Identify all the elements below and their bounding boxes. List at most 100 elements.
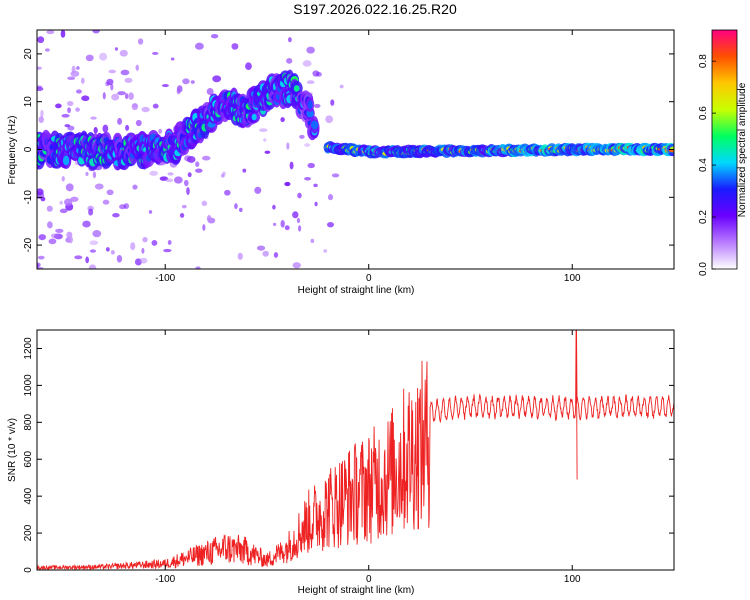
spectrogram-noise-cell [187, 156, 196, 163]
spectrogram-noise-cell [254, 186, 262, 194]
spectrogram-noise-cell [80, 77, 85, 84]
colorbar-tick-label: 0.6 [698, 106, 709, 120]
spectrogram-noise-cell [165, 178, 174, 183]
spectrogram-noise-cell [64, 124, 71, 128]
figure-title: S197.2026.022.16.25.R20 [293, 1, 457, 17]
spectrogram-noise-cell [38, 234, 46, 241]
spectrogram-noise-cell [292, 262, 301, 269]
spectrogram-noise-cell [93, 126, 98, 134]
spectrogram-noise-cell [167, 172, 174, 176]
spectrogram-noise-cell [37, 266, 44, 269]
spectrogram-noise-cell [76, 66, 80, 70]
spectrogram-noise-cell [212, 75, 222, 83]
spectrogram-noise-cell [314, 201, 318, 207]
snr-y-tick-label: 800 [23, 414, 34, 431]
spectrogram-noise-cell [70, 196, 79, 202]
spectrogram-noise-cell [149, 170, 159, 176]
spectrogram-noise-cell [234, 203, 238, 210]
spectrogram-noise-cell [37, 262, 41, 268]
spectrogram-noise-cell [114, 47, 119, 51]
spectrogram-noise-cell [68, 236, 73, 244]
snr-y-tick-label: 400 [23, 487, 34, 504]
spectrogram-noise-cell [256, 245, 266, 251]
spectrogram-cell [307, 100, 313, 109]
spectrogram-y-tick-label: 10 [23, 96, 34, 108]
spectrogram-noise-cell [116, 254, 123, 263]
spectrogram-noise-cell [284, 225, 290, 231]
spectrogram-noise-cell [106, 189, 114, 196]
spectrogram-noise-cell [89, 249, 97, 253]
snr-y-tick-label: 600 [23, 450, 34, 467]
spectrogram-noise-cell [289, 161, 294, 170]
spectrogram-noise-cell [152, 103, 159, 109]
spectrogram-cell [310, 120, 319, 130]
spectrogram-noise-cell [64, 198, 73, 206]
spectrogram-noise-cell [306, 46, 315, 54]
spectrogram-noise-cell [110, 83, 114, 91]
spectrogram-noise-cell [124, 77, 133, 83]
spectrogram-noise-cell [37, 66, 42, 70]
spectrogram-noise-cell [210, 33, 219, 39]
spectrogram-noise-cell [66, 101, 74, 107]
spectrogram-noise-cell [151, 239, 158, 246]
spectrogram-noise-cell [264, 150, 271, 154]
spectrogram-noise-cell [119, 204, 127, 210]
spectrogram-noise-cell [67, 107, 71, 114]
spectrogram-noise-cell [105, 247, 110, 252]
spectrogram-noise-cell [124, 93, 129, 100]
colorbar-gradient [711, 29, 738, 270]
spectrogram-noise-cell [142, 236, 148, 243]
spectrogram-noise-cell [67, 76, 76, 81]
spectrogram-y-tick-label: -20 [23, 237, 34, 252]
spectrogram-noise-cell [128, 92, 134, 100]
spectrogram-noise-cell [245, 62, 252, 71]
spectrogram-noise-cell [159, 162, 166, 166]
spectrogram-noise-cell [222, 171, 226, 176]
spectrogram-noise-cell [272, 222, 277, 226]
spectrogram-noise-cell [288, 37, 292, 43]
spectrogram-noise-cell [284, 181, 291, 187]
spectrogram-noise-cell [280, 220, 285, 228]
spectrogram-noise-cell [206, 215, 212, 223]
spectrogram-noise-cell [40, 196, 46, 202]
spectrogram-y-tick-label: 0 [23, 146, 34, 152]
spectrogram-noise-cell [120, 69, 130, 76]
spectrogram-noise-cell [173, 176, 183, 184]
spectrogram-noise-cell [37, 255, 45, 260]
spectrogram-noise-cell [65, 183, 74, 192]
spectrogram-x-tick-label: -100 [155, 273, 175, 284]
spectrogram-noise-cell [195, 161, 200, 168]
spectrogram-noise-cell [201, 155, 211, 161]
spectrogram-noise-cell [323, 249, 328, 253]
spectrogram-noise-cell [37, 36, 45, 44]
spectrogram-noise-cell [46, 30, 55, 35]
spectrogram-noise-cell [176, 88, 181, 95]
spectrogram-noise-cell [111, 93, 120, 101]
spectrogram-noise-cell [131, 103, 139, 111]
spectrogram-x-tick-label: 0 [366, 273, 372, 284]
spectrogram-noise-cell [158, 128, 162, 134]
spectrogram-noise-cell [299, 134, 305, 139]
spectrogram-noise-cell [141, 106, 150, 113]
spectrogram-noise-cell [37, 85, 43, 89]
spectrogram-noise-cell [181, 204, 187, 209]
spectrogram-noise-cell [89, 240, 99, 246]
spectrogram-cell [62, 155, 70, 166]
spectrogram-noise-cell [141, 247, 145, 254]
spectrogram-noise-cell [286, 142, 290, 150]
spectrogram-noise-cell [339, 84, 344, 89]
spectrogram-noise-cell [304, 143, 311, 147]
spectrogram-noise-cell [315, 72, 322, 77]
spectrogram-noise-cell [273, 252, 279, 258]
spectrogram-noise-cell [106, 78, 114, 86]
colorbar-tick-label: 0.4 [698, 158, 709, 172]
spectrogram-noise-cell [182, 78, 190, 85]
spectrogram-x-axis-label: Height of straight line (km) [298, 285, 415, 296]
spectrogram-noise-cell [102, 199, 110, 205]
spectrogram-noise-cell [85, 171, 89, 177]
spectrogram-noise-cell [325, 115, 334, 124]
